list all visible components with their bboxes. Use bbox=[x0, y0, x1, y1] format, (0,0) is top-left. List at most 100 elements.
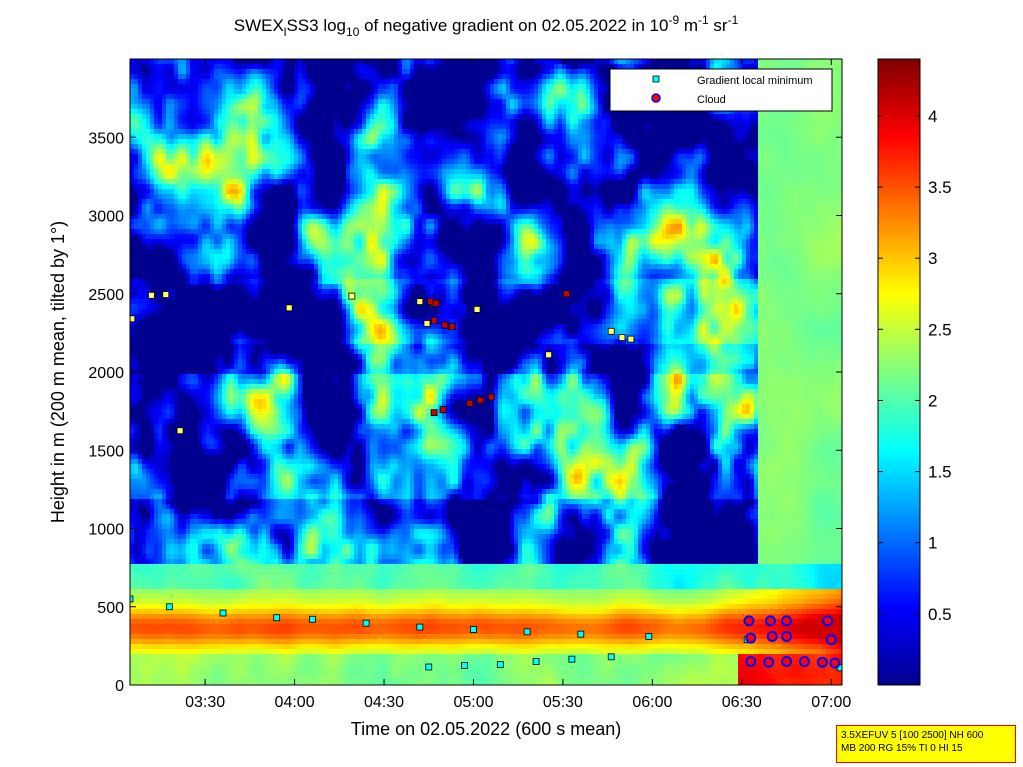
heatmap-cell bbox=[826, 154, 831, 160]
heatmap-cell bbox=[694, 174, 699, 180]
heatmap-cell bbox=[546, 224, 551, 230]
heatmap-cell bbox=[482, 209, 487, 215]
heatmap-cell bbox=[130, 124, 135, 130]
heatmap-cell bbox=[786, 169, 791, 175]
heatmap-cell bbox=[802, 184, 807, 190]
heatmap-cell bbox=[774, 159, 779, 165]
heatmap-cell bbox=[358, 164, 363, 170]
heatmap-cell bbox=[182, 154, 187, 160]
heatmap-cell bbox=[438, 129, 443, 135]
heatmap-cell bbox=[398, 99, 403, 105]
heatmap-cell bbox=[534, 59, 539, 65]
heatmap-cell bbox=[270, 124, 275, 130]
heatmap-cell bbox=[238, 64, 243, 70]
heatmap-cell bbox=[534, 239, 539, 245]
heatmap-cell bbox=[222, 149, 227, 155]
heatmap-cell bbox=[810, 169, 815, 175]
heatmap-cell bbox=[394, 129, 399, 135]
heatmap-cell bbox=[394, 119, 399, 125]
heatmap-cell bbox=[174, 119, 179, 125]
heatmap-cell bbox=[682, 174, 687, 180]
heatmap-cell bbox=[174, 169, 179, 175]
heatmap-cell bbox=[702, 59, 707, 65]
heatmap-cell bbox=[230, 104, 235, 110]
heatmap-cell bbox=[414, 144, 419, 150]
heatmap-cell bbox=[806, 169, 811, 175]
heatmap-cell bbox=[818, 154, 823, 160]
heatmap-cell bbox=[194, 119, 199, 125]
heatmap-cell bbox=[798, 194, 803, 200]
heatmap-cell bbox=[798, 214, 803, 220]
heatmap-cell bbox=[614, 244, 619, 250]
heatmap-cell bbox=[566, 89, 571, 95]
heatmap-cell bbox=[410, 134, 415, 140]
heatmap-cell bbox=[294, 239, 299, 245]
heatmap-cell bbox=[366, 74, 371, 80]
heatmap-cell bbox=[682, 229, 687, 235]
heatmap-cell bbox=[554, 159, 559, 165]
heatmap-cell bbox=[414, 189, 419, 195]
heatmap-cell bbox=[738, 229, 743, 235]
heatmap-cell bbox=[834, 179, 839, 185]
heatmap-cell bbox=[726, 224, 731, 230]
heatmap-cell bbox=[602, 219, 607, 225]
heatmap-cell bbox=[778, 194, 783, 200]
heatmap-cell bbox=[246, 134, 251, 140]
heatmap-cell bbox=[262, 169, 267, 175]
heatmap-cell bbox=[794, 184, 799, 190]
heatmap-cell bbox=[770, 169, 775, 175]
heatmap-cell bbox=[266, 84, 271, 90]
heatmap-cell bbox=[230, 244, 235, 250]
heatmap-cell bbox=[158, 214, 163, 220]
heatmap-cell bbox=[766, 214, 771, 220]
heatmap-cell bbox=[218, 149, 223, 155]
heatmap-cell bbox=[294, 189, 299, 195]
heatmap-cell bbox=[146, 239, 151, 245]
heatmap-cell bbox=[794, 114, 799, 120]
heatmap-cell bbox=[250, 149, 255, 155]
heatmap-cell bbox=[830, 174, 835, 180]
heatmap-cell bbox=[782, 209, 787, 215]
heatmap-cell bbox=[554, 229, 559, 235]
heatmap-cell bbox=[502, 99, 507, 105]
heatmap-cell bbox=[618, 154, 623, 160]
heatmap-cell bbox=[186, 234, 191, 240]
heatmap-cell bbox=[766, 59, 771, 65]
heatmap-cell bbox=[570, 104, 575, 110]
heatmap-cell bbox=[306, 159, 311, 165]
heatmap-cell bbox=[506, 59, 511, 65]
heatmap-cell bbox=[762, 234, 767, 240]
heatmap-cell bbox=[430, 134, 435, 140]
heatmap-cell bbox=[634, 239, 639, 245]
heatmap-cell bbox=[338, 199, 343, 205]
heatmap-cell bbox=[738, 134, 743, 140]
heatmap-cell bbox=[230, 59, 235, 65]
heatmap-cell bbox=[258, 204, 263, 210]
heatmap-cell bbox=[170, 214, 175, 220]
heatmap-cell bbox=[254, 154, 259, 160]
heatmap-cell bbox=[510, 204, 515, 210]
heatmap-cell bbox=[670, 229, 675, 235]
heatmap-cell bbox=[258, 124, 263, 130]
heatmap-cell bbox=[546, 74, 551, 80]
heatmap-cell bbox=[190, 99, 195, 105]
heatmap-cell bbox=[494, 189, 499, 195]
chart-title: SWEXlSS3 log10 of negative gradient on 0… bbox=[234, 13, 739, 39]
heatmap-cell bbox=[802, 234, 807, 240]
heatmap-cell bbox=[226, 224, 231, 230]
heatmap-cell bbox=[646, 199, 651, 205]
heatmap-cell bbox=[402, 179, 407, 185]
heatmap-cell bbox=[198, 204, 203, 210]
heatmap-cell bbox=[374, 239, 379, 245]
heatmap-cell bbox=[594, 139, 599, 145]
heatmap-cell bbox=[738, 119, 743, 125]
heatmap-cell bbox=[358, 129, 363, 135]
heatmap-cell bbox=[794, 224, 799, 230]
heatmap-cell bbox=[442, 204, 447, 210]
heatmap-cell bbox=[526, 214, 531, 220]
heatmap-cell bbox=[582, 74, 587, 80]
heatmap-cell bbox=[790, 139, 795, 145]
heatmap-cell bbox=[254, 64, 259, 70]
heatmap-cell bbox=[738, 129, 743, 135]
heatmap-cell bbox=[242, 144, 247, 150]
